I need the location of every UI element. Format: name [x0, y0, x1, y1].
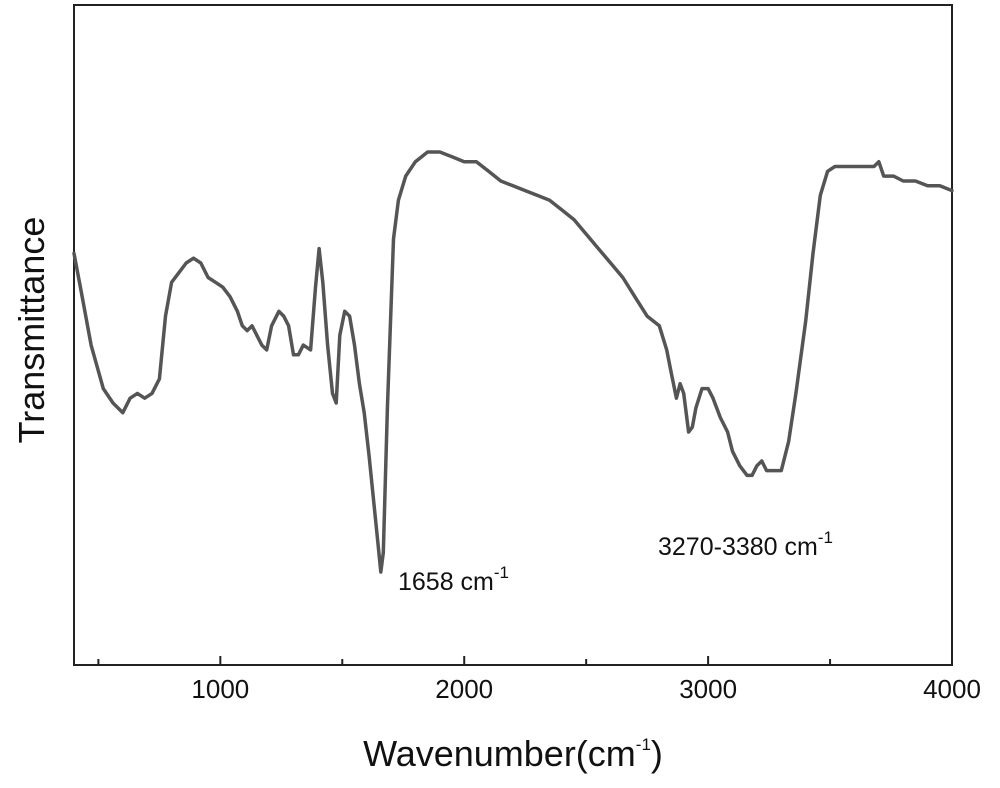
x-axis-title-text: Wavenumber(cm [363, 733, 636, 774]
plot-frame [74, 5, 952, 665]
x-axis-title-close: ) [651, 733, 663, 774]
y-axis-title: Transmittance [11, 217, 52, 444]
x-tick-label: 1000 [191, 674, 249, 704]
x-axis-tick-labels: 1000 2000 3000 4000 [191, 674, 981, 704]
annotation-1658-text: 1658 cm [398, 568, 494, 596]
x-axis-ticks [98, 656, 830, 665]
x-axis-title-sup: -1 [636, 735, 651, 754]
x-axis-title: Wavenumber(cm-1) [363, 733, 663, 774]
annotation-3270-3380-text: 3270-3380 cm [658, 533, 818, 561]
annotation-3270-3380-sup: -1 [818, 528, 833, 547]
spectrum-line [74, 152, 952, 572]
x-tick-label: 2000 [435, 674, 493, 704]
annotation-1658: 1658 cm-1 [398, 563, 509, 596]
x-tick-label: 3000 [679, 674, 737, 704]
annotation-3270-3380: 3270-3380 cm-1 [658, 528, 833, 561]
annotation-1658-sup: -1 [494, 563, 509, 582]
x-tick-label: 4000 [923, 674, 981, 704]
